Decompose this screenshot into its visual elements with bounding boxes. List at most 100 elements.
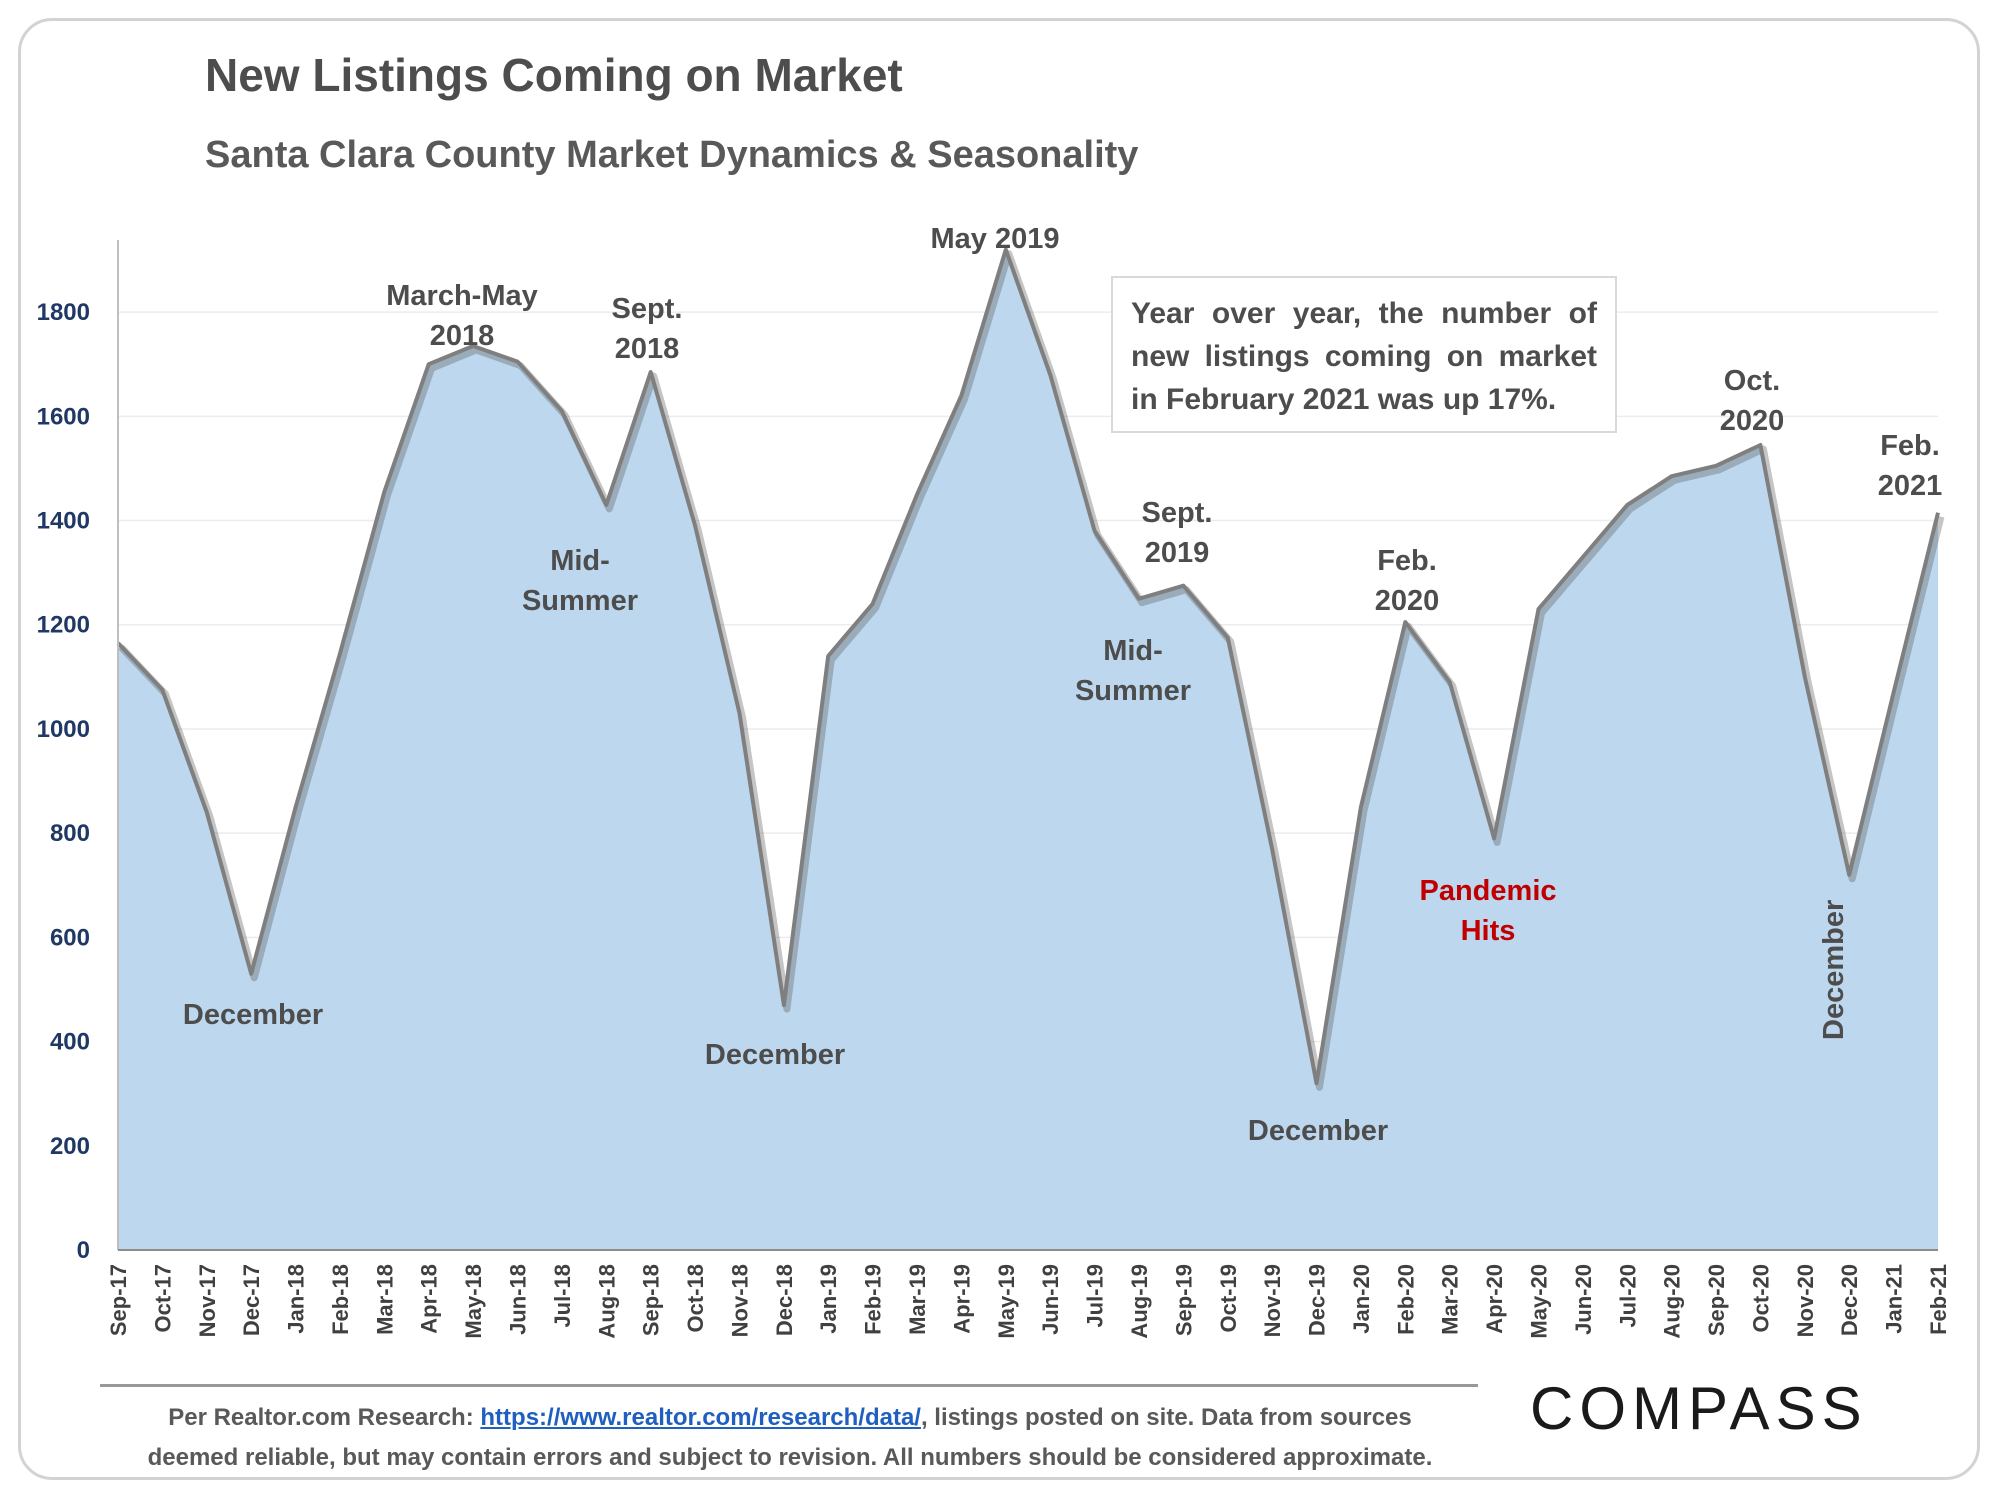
source-footnote: Per Realtor.com Research: https://www.re…: [100, 1398, 1480, 1478]
annotation-line: December: [705, 1039, 845, 1071]
x-tick-label: Oct-19: [1216, 1264, 1241, 1332]
x-tick-label: Mar-18: [372, 1264, 397, 1335]
x-tick-label: Mar-19: [905, 1264, 930, 1335]
annotation-label: March-May 2018: [386, 280, 538, 352]
annotation-line: 2018: [430, 320, 495, 352]
chart-title: New Listings Coming on Market: [205, 49, 903, 101]
data-point: [1180, 583, 1186, 589]
y-tick-label: 200: [50, 1133, 90, 1160]
y-tick-label: 0: [77, 1237, 90, 1264]
annotation-line: 2018: [615, 333, 680, 365]
annotation-line: Feb.: [1880, 430, 1940, 462]
annotation-label: December: [1248, 1115, 1388, 1147]
data-point: [781, 1002, 787, 1008]
annotation-line: Sept.: [1142, 497, 1213, 529]
annotation-line: December: [183, 999, 323, 1031]
x-tick-label: May-20: [1526, 1264, 1551, 1339]
data-point: [1136, 596, 1142, 602]
data-point: [1447, 679, 1453, 685]
data-point: [381, 489, 387, 495]
annotation-line: 2020: [1720, 405, 1785, 437]
data-point: [1402, 619, 1408, 625]
x-tick-label: Nov-20: [1793, 1264, 1818, 1337]
annotation-label: Pandemic Hits: [1420, 875, 1557, 947]
annotation-line: 2019: [1145, 537, 1210, 569]
annotation-line: May 2019: [931, 223, 1060, 255]
area-fill: [118, 249, 1938, 1251]
y-tick-label: 1400: [37, 508, 90, 535]
annotation-label: December: [705, 1039, 845, 1071]
data-point: [337, 650, 343, 656]
data-point: [1314, 1080, 1320, 1086]
x-tick-label: Feb-19: [861, 1264, 886, 1335]
x-tick-label: Apr-20: [1482, 1264, 1507, 1334]
annotation-line: March-May: [386, 280, 538, 312]
annotation-line: December: [1248, 1115, 1388, 1147]
yoy-callout-box: Year over year, the number of new listin…: [1111, 276, 1617, 433]
annotation-label: Sept. 2019: [1142, 497, 1213, 569]
data-point: [870, 601, 876, 607]
data-point: [1802, 674, 1808, 680]
x-tick-label: Jan-18: [284, 1264, 309, 1334]
annotation-label: Feb. 2020: [1375, 545, 1440, 617]
data-point: [1935, 510, 1941, 516]
x-tick-label: Dec-19: [1305, 1264, 1330, 1336]
data-point: [1092, 528, 1098, 534]
data-point: [692, 523, 698, 529]
x-tick-label: Feb-18: [328, 1264, 353, 1335]
x-tick-label: Aug-18: [594, 1264, 619, 1339]
x-tick-label: Aug-20: [1660, 1264, 1685, 1339]
annotation-label: December: [183, 999, 323, 1031]
x-tick-label: May-19: [994, 1264, 1019, 1339]
annotation-line: Summer: [1075, 675, 1191, 707]
annotation-line: Sept.: [612, 293, 683, 325]
y-tick-label: 1200: [37, 612, 90, 639]
compass-logo: COMPASS: [1530, 1375, 1868, 1442]
annotation-line: Mid-: [550, 545, 610, 577]
annotation-line: Feb.: [1377, 545, 1437, 577]
x-axis: Sep-17 Oct-17 Nov-17 Dec-17 Jan-18 Feb-18 Mar-…: [106, 1249, 1951, 1339]
x-tick-label: Oct-17: [150, 1264, 175, 1332]
data-point: [426, 361, 432, 367]
x-tick-label: Dec-18: [772, 1264, 797, 1336]
data-point: [914, 491, 920, 497]
annotation-line: Summer: [522, 585, 638, 617]
source-link[interactable]: https://www.realtor.com/research/data/: [480, 1404, 921, 1431]
annotations: March-May 2018 Sept. 2018 Mid- Summer December…: [183, 223, 1942, 1147]
footnote-line2: deemed reliable, but may contain errors …: [147, 1444, 1433, 1471]
data-point: [1225, 635, 1231, 641]
x-tick-label: Oct-20: [1748, 1264, 1773, 1332]
data-point: [248, 971, 254, 977]
footer-divider: [100, 1384, 1478, 1387]
x-tick-label: Apr-19: [949, 1264, 974, 1334]
x-tick-label: Mar-20: [1438, 1264, 1463, 1335]
data-point: [515, 359, 521, 365]
data-point: [559, 408, 565, 414]
data-point: [1669, 473, 1675, 479]
chart-subtitle: Santa Clara County Market Dynamics & Sea…: [205, 134, 1139, 176]
x-tick-label: Feb-20: [1393, 1264, 1418, 1335]
x-tick-label: Apr-18: [417, 1264, 442, 1334]
annotation-line: Mid-: [1103, 635, 1163, 667]
data-point: [1269, 846, 1275, 852]
footnote-suffix: , listings posted on site. Data from sou…: [920, 1404, 1412, 1431]
data-point: [1047, 372, 1053, 378]
y-tick-label: 800: [50, 820, 90, 847]
y-tick-label: 1000: [37, 716, 90, 743]
data-point: [1358, 804, 1364, 810]
annotation-label: December: [1818, 900, 1850, 1040]
x-tick-label: Sep-18: [639, 1264, 664, 1336]
x-tick-label: Jan-21: [1882, 1264, 1907, 1334]
data-point: [293, 804, 299, 810]
data-point: [1624, 502, 1630, 508]
data-point: [1846, 872, 1852, 878]
data-point: [1757, 442, 1763, 448]
y-tick-label: 400: [50, 1029, 90, 1056]
footnote-prefix: Per Realtor.com Research:: [168, 1404, 474, 1431]
data-point: [1713, 463, 1719, 469]
y-tick-label: 1600: [37, 403, 90, 430]
x-tick-label: Dec-20: [1837, 1264, 1862, 1336]
data-point: [1491, 835, 1497, 841]
x-tick-label: May-18: [461, 1264, 486, 1339]
data-point: [1891, 689, 1897, 695]
